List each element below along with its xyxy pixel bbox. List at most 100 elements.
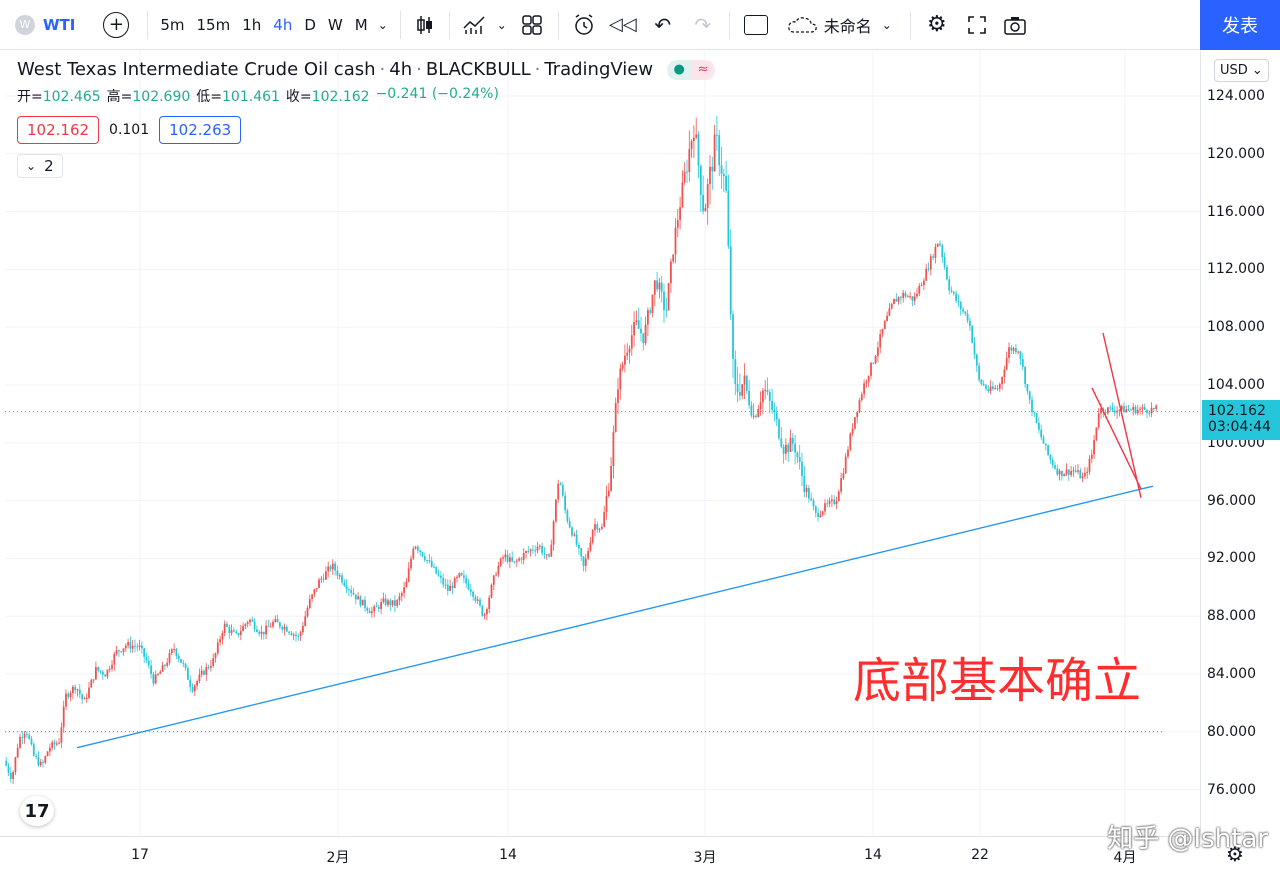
axis-settings-gear-icon[interactable]: ⚙ bbox=[1226, 842, 1244, 866]
price-chart[interactable] bbox=[5, 51, 1200, 836]
candle-body bbox=[614, 402, 617, 432]
candle-body bbox=[1136, 409, 1139, 414]
candle-body bbox=[1026, 384, 1029, 392]
candle-body bbox=[856, 411, 859, 418]
timeframe-4h-button[interactable]: 4h bbox=[273, 15, 293, 34]
price-tick-label: 92.000 bbox=[1207, 550, 1256, 567]
candle-body bbox=[414, 546, 417, 549]
delayed-data-icon[interactable]: ≈ bbox=[691, 59, 716, 80]
timeframe-5m-button[interactable]: 5m bbox=[160, 15, 185, 34]
candle-body bbox=[69, 693, 72, 698]
symbol-logo-icon[interactable]: W bbox=[15, 14, 35, 35]
candle-body bbox=[428, 560, 431, 562]
settings-gear-icon[interactable]: ⚙ bbox=[926, 12, 947, 37]
timeframe-dropdown-chevron-icon[interactable]: ⌄ bbox=[377, 17, 388, 32]
support-trendline[interactable] bbox=[76, 485, 1154, 749]
candle-body bbox=[865, 381, 868, 384]
candlestick-chart-type-icon[interactable] bbox=[407, 8, 443, 42]
add-symbol-plus-icon[interactable]: + bbox=[103, 11, 130, 38]
candle-body bbox=[573, 534, 576, 536]
candle-body bbox=[384, 598, 387, 605]
select-rectangle-icon[interactable] bbox=[736, 8, 776, 42]
fullscreen-icon[interactable] bbox=[957, 8, 997, 42]
candle-body bbox=[145, 656, 148, 661]
indicators-icon[interactable] bbox=[456, 8, 492, 42]
candle-body bbox=[610, 466, 612, 491]
candle-body bbox=[389, 600, 392, 606]
candle-body bbox=[1042, 437, 1045, 444]
candle-body bbox=[46, 751, 49, 757]
candle-body bbox=[722, 173, 725, 176]
instrument-title[interactable]: West Texas Intermediate Crude Oil cash bbox=[17, 59, 376, 80]
timeframe-15m-button[interactable]: 15m bbox=[196, 15, 231, 34]
candle-body bbox=[1116, 410, 1118, 413]
candle-body bbox=[1058, 470, 1061, 475]
symbol-search-button[interactable]: WTI bbox=[43, 15, 76, 34]
layout-name-button[interactable]: 未命名 ⌄ bbox=[786, 8, 892, 42]
wedge-trendline[interactable] bbox=[1102, 332, 1142, 498]
tradingview-logo-icon[interactable]: 17 bbox=[20, 796, 54, 826]
indicators-chevron-icon[interactable]: ⌄ bbox=[496, 17, 507, 32]
candle-body bbox=[888, 308, 891, 316]
candle-body bbox=[1063, 474, 1066, 477]
candle-body bbox=[819, 514, 822, 517]
candle-body bbox=[706, 184, 709, 208]
candle-body bbox=[959, 302, 962, 310]
candle-body bbox=[541, 545, 543, 554]
candle-body bbox=[26, 733, 28, 735]
candle-body bbox=[212, 658, 215, 666]
cloud-icon bbox=[787, 16, 817, 33]
redo-icon[interactable]: ↷ bbox=[694, 12, 712, 37]
camera-snapshot-icon[interactable] bbox=[997, 8, 1033, 42]
publish-button[interactable]: 发表 bbox=[1200, 0, 1280, 50]
candle-body bbox=[187, 668, 189, 680]
candle-body bbox=[37, 756, 40, 766]
indicators-collapse-button[interactable]: ⌄ 2 bbox=[17, 154, 63, 178]
candle-body bbox=[304, 616, 307, 626]
candle-body bbox=[768, 392, 771, 401]
candle-body bbox=[863, 383, 865, 395]
candle-body bbox=[824, 503, 826, 512]
alert-clock-icon[interactable] bbox=[565, 8, 603, 42]
wedge-trendline[interactable] bbox=[1091, 387, 1142, 490]
collapse-chevron-icon: ⌄ bbox=[26, 159, 37, 173]
candle-body bbox=[361, 599, 364, 606]
spread-value: 0.101 bbox=[109, 122, 150, 138]
candle-body bbox=[552, 521, 555, 545]
candle-body bbox=[1134, 406, 1137, 414]
buy-price-button[interactable]: 102.263 bbox=[159, 116, 242, 144]
timeframe-d-button[interactable]: D bbox=[304, 15, 316, 34]
price-axis[interactable]: USD ⌄ 124.000 120.000 116.000 112.000 108.00… bbox=[1200, 51, 1280, 836]
chart-pane[interactable]: West Texas Intermediate Crude Oil cash ·… bbox=[5, 51, 1200, 836]
currency-dropdown[interactable]: USD ⌄ bbox=[1214, 59, 1269, 82]
candle-body bbox=[283, 626, 286, 630]
candle-body bbox=[736, 383, 739, 392]
candle-body bbox=[65, 693, 67, 707]
time-axis[interactable]: 17 2月 14 3月 14 22 4月 bbox=[0, 836, 1200, 880]
candle-body bbox=[881, 328, 884, 335]
timeframe-m-button[interactable]: M bbox=[354, 15, 368, 34]
market-open-dot-icon[interactable]: ● bbox=[667, 59, 692, 80]
last-price-label: 102.162 03:04:44 bbox=[1202, 399, 1280, 440]
candle-body bbox=[660, 282, 663, 292]
candle-body bbox=[373, 606, 376, 612]
chart-annotation-text[interactable]: 底部基本确立 bbox=[853, 653, 1142, 709]
undo-icon[interactable]: ↶ bbox=[654, 12, 672, 37]
candle-body bbox=[651, 294, 654, 314]
replay-rewind-icon[interactable]: ◁◁ bbox=[608, 14, 637, 35]
candle-body bbox=[492, 575, 495, 585]
candle-body bbox=[670, 261, 672, 284]
timeframe-1h-button[interactable]: 1h bbox=[242, 15, 262, 34]
candle-body bbox=[520, 558, 523, 560]
candle-body bbox=[962, 309, 964, 312]
candle-body bbox=[219, 639, 221, 643]
timeframe-w-button[interactable]: W bbox=[327, 15, 343, 34]
candle-body bbox=[39, 761, 42, 766]
market-status-badges[interactable]: ● ≈ bbox=[667, 59, 716, 80]
candle-body bbox=[596, 524, 599, 530]
layout-grid-icon[interactable] bbox=[512, 8, 552, 42]
price-tick-label: 108.000 bbox=[1207, 319, 1265, 336]
candle-body bbox=[49, 747, 51, 752]
candle-body bbox=[191, 686, 194, 692]
sell-price-button[interactable]: 102.162 bbox=[17, 116, 100, 144]
